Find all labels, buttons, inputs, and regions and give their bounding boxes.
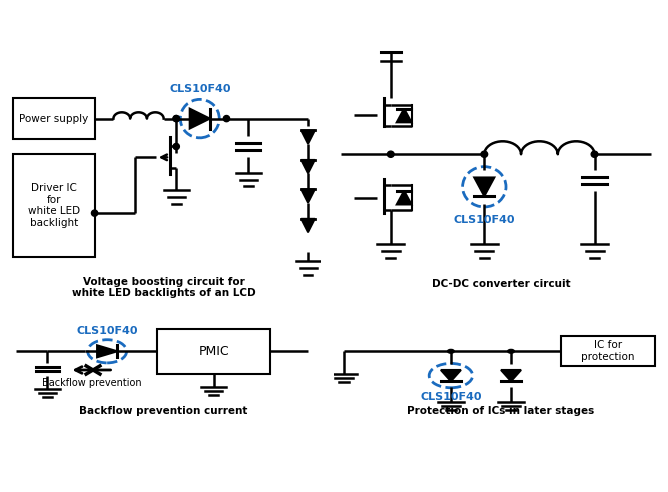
Polygon shape [501,370,521,381]
Circle shape [173,116,180,122]
Circle shape [173,116,180,122]
Text: DC-DC converter circuit: DC-DC converter circuit [432,279,570,289]
Text: Power supply: Power supply [19,114,88,123]
Polygon shape [301,219,315,232]
Text: Voltage boosting circuit for
white LED backlights of an LCD: Voltage boosting circuit for white LED b… [72,277,255,298]
Polygon shape [397,109,411,123]
Polygon shape [301,189,315,203]
Text: Protection of ICs in later stages: Protection of ICs in later stages [407,406,595,416]
Polygon shape [97,345,117,357]
Bar [158,329,271,374]
Text: PMIC: PMIC [198,345,229,358]
Text: Backflow prevention: Backflow prevention [41,378,141,388]
Circle shape [173,143,180,150]
Polygon shape [301,160,315,174]
Text: CLS10F40: CLS10F40 [420,393,482,402]
Text: Backflow prevention current: Backflow prevention current [79,406,248,416]
Bar [13,154,95,256]
Circle shape [448,349,454,353]
Circle shape [223,116,230,122]
Polygon shape [397,191,411,205]
Text: IC for
protection: IC for protection [581,340,635,362]
Polygon shape [474,178,494,196]
Circle shape [481,151,488,157]
Circle shape [92,210,98,216]
Polygon shape [301,130,315,144]
Text: Driver IC
for
white LED
backlight: Driver IC for white LED backlight [27,183,80,228]
Circle shape [508,349,514,353]
Polygon shape [190,109,210,128]
Text: CLS10F40: CLS10F40 [76,326,138,337]
Text: CLS10F40: CLS10F40 [454,215,515,225]
Circle shape [387,151,394,157]
Bar [13,98,95,139]
Circle shape [591,151,598,157]
Polygon shape [441,370,461,381]
Text: CLS10F40: CLS10F40 [169,84,230,94]
Bar [561,337,655,366]
